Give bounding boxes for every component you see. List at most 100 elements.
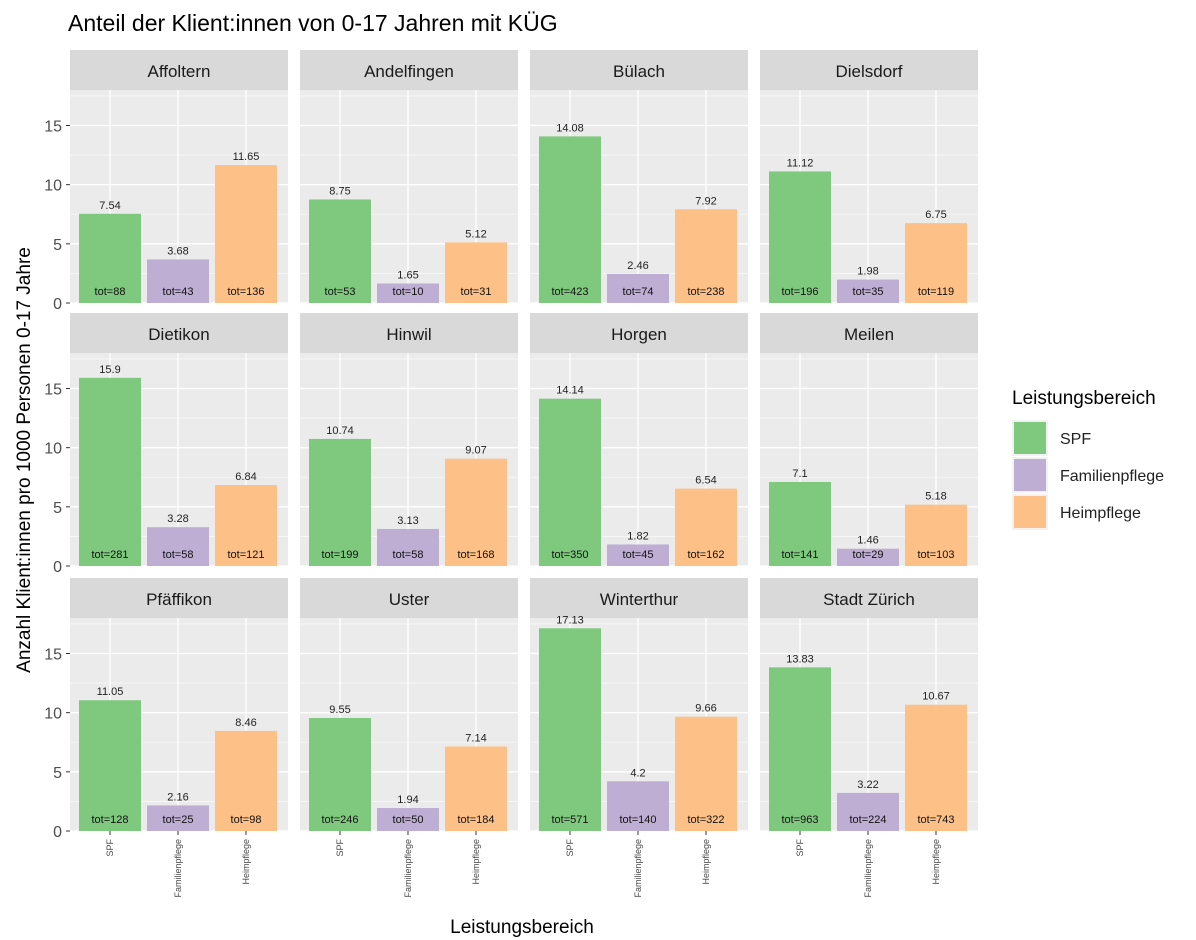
bar-total-label: tot=29 <box>853 549 884 561</box>
y-tick-label: 10 <box>44 706 62 723</box>
y-axis-title: Anzahl Klient:innen pro 1000 Personen 0-… <box>14 247 35 673</box>
facet-panel: Andelfingen 8.75 tot=53 1.65 tot=10 5.12 tot=3… <box>300 50 518 304</box>
y-tick-label: 10 <box>44 178 62 195</box>
facet-panel: Uster 9.55 tot=246 1.94 tot=50 7.14 tot=184 SPF… <box>300 578 518 898</box>
bar-value-label: 2.16 <box>167 791 188 803</box>
legend-entry-label: Familienpflege <box>1060 468 1164 485</box>
bar-value-label: 7.14 <box>465 733 486 745</box>
bar-value-label: 5.12 <box>465 228 486 240</box>
legend: Leistungsbereich SPF Familienpflege Heimpf… <box>1012 388 1164 530</box>
facet-panel: Meilen 7.1 tot=141 1.46 tot=29 5.18 tot=103 <box>760 313 978 567</box>
bar-value-label: 5.18 <box>925 491 946 503</box>
bar-total-label: tot=25 <box>163 814 194 826</box>
x-tick-label: Heimpflege <box>931 839 941 885</box>
bar-value-label: 1.98 <box>857 266 878 278</box>
facet-title: Meilen <box>844 325 894 344</box>
bar-total-label: tot=103 <box>917 549 954 561</box>
facet-strip <box>70 50 288 90</box>
bar-total-label: tot=246 <box>321 814 358 826</box>
bar-total-label: tot=322 <box>687 814 724 826</box>
bar-total-label: tot=74 <box>623 286 654 298</box>
facet-title: Hinwil <box>386 325 431 344</box>
facet-title: Dietikon <box>148 325 209 344</box>
bar-value-label: 7.54 <box>99 200 120 212</box>
bar-total-label: tot=136 <box>227 286 264 298</box>
bar-value-label: 7.92 <box>695 195 716 207</box>
bar-value-label: 8.75 <box>329 185 350 197</box>
y-tick-label: 10 <box>44 441 62 458</box>
facet-strip <box>300 50 518 90</box>
bar <box>769 667 831 831</box>
facet-panels: Affoltern 0 5 10 15 7.54 tot=88 3.68 tot=43 11.65… <box>44 50 978 898</box>
bar <box>837 792 899 831</box>
legend-entry-label: SPF <box>1060 431 1091 448</box>
bar <box>309 717 371 831</box>
bar-value-label: 10.67 <box>922 691 950 703</box>
bar-value-label: 11.12 <box>787 157 814 169</box>
bar <box>377 283 439 303</box>
bar-value-label: 13.83 <box>786 653 814 665</box>
facet-title: Pfäffikon <box>146 590 212 609</box>
bar <box>147 259 209 303</box>
x-tick-label: Familienpflege <box>633 839 643 898</box>
y-tick-label: 5 <box>53 237 62 254</box>
bar-value-label: 2.46 <box>627 260 648 272</box>
bar-value-label: 7.1 <box>792 468 807 480</box>
y-tick-label: 15 <box>44 119 62 136</box>
bar-total-label: tot=168 <box>457 549 494 561</box>
facet-panel: Dietikon 0 5 10 15 15.9 tot=281 3.28 tot=58 6.84 t… <box>44 313 288 576</box>
legend-title: Leistungsbereich <box>1012 388 1156 409</box>
bar-value-label: 9.07 <box>465 445 486 457</box>
bar <box>607 273 669 303</box>
bar <box>539 398 601 566</box>
y-tick-label: 5 <box>53 765 62 782</box>
x-tick-label: Familienpflege <box>863 839 873 898</box>
bar-total-label: tot=141 <box>781 549 818 561</box>
bar-total-label: tot=571 <box>551 814 588 826</box>
bar-value-label: 14.14 <box>556 385 584 397</box>
bar-value-label: 1.94 <box>397 794 418 806</box>
bar-value-label: 8.46 <box>235 717 256 729</box>
facet-strip <box>760 50 978 90</box>
facet-strip <box>760 578 978 618</box>
facet-title: Winterthur <box>600 590 679 609</box>
bar-total-label: tot=743 <box>917 814 954 826</box>
bar-total-label: tot=53 <box>325 286 356 298</box>
bar <box>675 209 737 303</box>
facet-title: Dielsdorf <box>835 62 902 81</box>
bar <box>147 527 209 566</box>
facet-title: Affoltern <box>147 62 210 81</box>
bar-value-label: 15.9 <box>99 364 120 376</box>
bar <box>837 548 899 566</box>
chart-title: Anteil der Klient:innen von 0-17 Jahren … <box>68 10 558 36</box>
facet-strip <box>760 313 978 353</box>
bar-total-label: tot=88 <box>95 286 126 298</box>
bar <box>539 628 601 831</box>
facet-panel: Affoltern 0 5 10 15 7.54 tot=88 3.68 tot=43 11.65… <box>44 50 288 313</box>
bar-total-label: tot=281 <box>91 549 128 561</box>
bar <box>607 544 669 566</box>
bar <box>445 458 507 566</box>
bar-total-label: tot=184 <box>457 814 494 826</box>
bar <box>445 746 507 831</box>
bar-value-label: 17.13 <box>556 614 584 626</box>
bar-total-label: tot=50 <box>393 814 424 826</box>
bar-value-label: 9.66 <box>695 703 716 715</box>
bar-value-label: 11.65 <box>233 151 260 163</box>
facet-strip <box>70 313 288 353</box>
x-tick-label: SPF <box>335 839 345 857</box>
bar <box>769 481 831 566</box>
bar <box>607 781 669 831</box>
bar <box>837 279 899 303</box>
bar-total-label: tot=45 <box>623 549 654 561</box>
bar <box>769 171 831 303</box>
x-tick-label: Familienpflege <box>173 839 183 898</box>
x-tick-label: Heimpflege <box>701 839 711 885</box>
facet-strip <box>530 313 748 353</box>
bar <box>905 504 967 566</box>
facet-strip <box>530 578 748 618</box>
bar-value-label: 14.08 <box>556 122 584 134</box>
y-tick-label: 5 <box>53 500 62 517</box>
facet-title: Uster <box>389 590 430 609</box>
bar <box>675 488 737 566</box>
